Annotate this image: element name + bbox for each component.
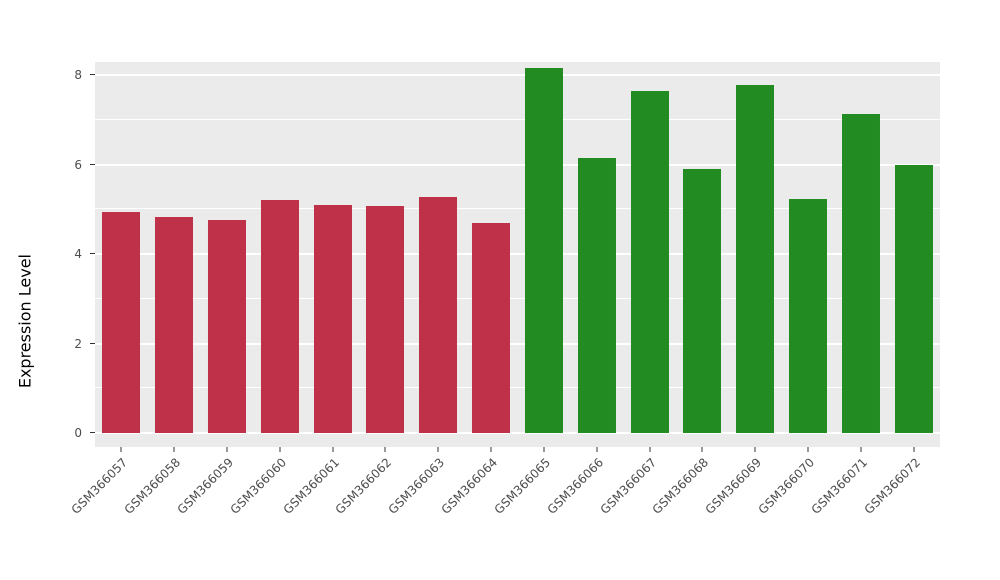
x-tick-mark <box>596 447 598 452</box>
x-tick-label-GSM366063: GSM366063 <box>385 455 448 517</box>
y-tick-label: 0 <box>74 426 82 441</box>
x-tick-mark <box>649 447 651 452</box>
bar-GSM366068 <box>683 169 722 434</box>
x-tick-mark <box>913 447 915 452</box>
x-tick-label-GSM366065: GSM366065 <box>491 455 554 517</box>
bar-GSM366064 <box>472 222 511 434</box>
x-tick-label-GSM366057: GSM366057 <box>69 455 131 517</box>
bar-GSM366066 <box>577 157 616 434</box>
minor-gridline <box>95 297 940 299</box>
x-tick-label-GSM366058: GSM366058 <box>121 455 184 517</box>
bar-GSM366061 <box>313 204 352 434</box>
bar-GSM366059 <box>208 220 247 434</box>
x-tick-mark <box>807 447 809 452</box>
x-tick-label-GSM366060: GSM366060 <box>227 455 290 517</box>
minor-gridline <box>95 208 940 210</box>
major-gridline <box>95 432 940 435</box>
x-tick-mark <box>332 447 334 452</box>
plot-panel <box>95 62 940 447</box>
x-tick-mark <box>754 447 756 452</box>
x-tick-mark <box>701 447 703 452</box>
x-tick-label-GSM366064: GSM366064 <box>438 455 501 517</box>
bar-GSM366057 <box>102 212 141 434</box>
major-gridline <box>95 163 940 166</box>
y-tick-mark <box>90 163 95 165</box>
x-tick-mark <box>226 447 228 452</box>
y-tick-mark <box>90 253 95 255</box>
x-tick-label-GSM366059: GSM366059 <box>174 455 237 517</box>
y-tick-label: 2 <box>74 336 82 351</box>
x-tick-mark <box>120 447 122 452</box>
x-tick-label-GSM366068: GSM366068 <box>649 455 712 517</box>
y-tick-mark <box>90 73 95 75</box>
x-tick-label-GSM366062: GSM366062 <box>333 455 395 517</box>
bar-GSM366065 <box>524 68 563 434</box>
x-tick-label-GSM366067: GSM366067 <box>597 455 659 517</box>
bar-GSM366060 <box>260 200 299 434</box>
bar-GSM366067 <box>630 90 669 434</box>
major-gridline <box>95 73 940 76</box>
y-tick-mark <box>90 342 95 344</box>
y-tick-label: 4 <box>74 247 82 262</box>
y-tick-mark <box>90 432 95 434</box>
x-tick-label-GSM366069: GSM366069 <box>702 455 765 517</box>
bar-GSM366058 <box>155 217 194 434</box>
x-tick-mark <box>543 447 545 452</box>
y-tick-label: 8 <box>74 67 82 82</box>
x-tick-mark <box>437 447 439 452</box>
x-tick-label-GSM366070: GSM366070 <box>755 455 818 517</box>
bar-GSM366070 <box>788 199 827 434</box>
y-tick-label: 6 <box>74 157 82 172</box>
x-tick-mark <box>384 447 386 452</box>
x-tick-label-GSM366071: GSM366071 <box>808 455 870 517</box>
x-tick-label-GSM366072: GSM366072 <box>861 455 923 517</box>
x-tick-mark <box>173 447 175 452</box>
x-tick-mark <box>490 447 492 452</box>
y-axis: 0 2 4 6 8 <box>0 62 95 447</box>
minor-gridline <box>95 118 940 120</box>
bar-GSM366072 <box>894 164 933 434</box>
major-gridline <box>95 253 940 256</box>
x-tick-label-GSM366061: GSM366061 <box>280 455 342 517</box>
minor-gridline <box>95 387 940 389</box>
x-tick-mark <box>860 447 862 452</box>
bar-GSM366062 <box>366 206 405 434</box>
bar-GSM366071 <box>841 114 880 434</box>
x-tick-mark <box>279 447 281 452</box>
bar-GSM366069 <box>736 84 775 434</box>
major-gridline <box>95 342 940 345</box>
bar-GSM366063 <box>419 196 458 434</box>
x-axis: GSM366057 GSM366058 GSM366059 GSM366060 GSM3… <box>69 447 940 577</box>
x-tick-label-GSM366066: GSM366066 <box>544 455 606 517</box>
